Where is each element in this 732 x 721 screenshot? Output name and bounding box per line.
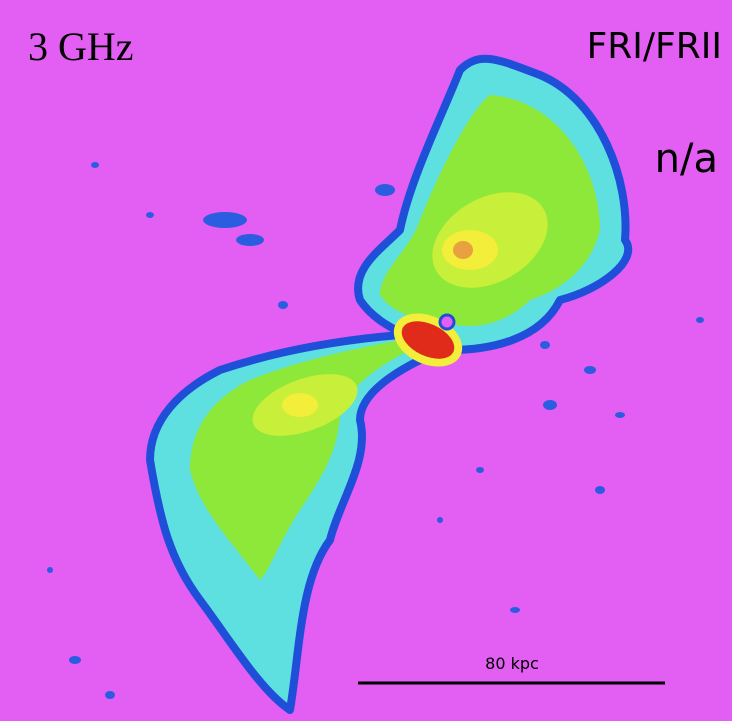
note-label: n/a — [655, 136, 718, 182]
radio-image: 3 GHz FRI/FRII n/a 80 kpc — [0, 0, 732, 721]
frequency-label: 3 GHz — [28, 24, 134, 69]
page: 3 GHz FRI/FRII n/a 80 kpc (() => { const… — [0, 0, 732, 721]
scale-bar-label: 80 kpc — [485, 654, 539, 673]
class-label: FRI/FRII — [587, 26, 722, 67]
